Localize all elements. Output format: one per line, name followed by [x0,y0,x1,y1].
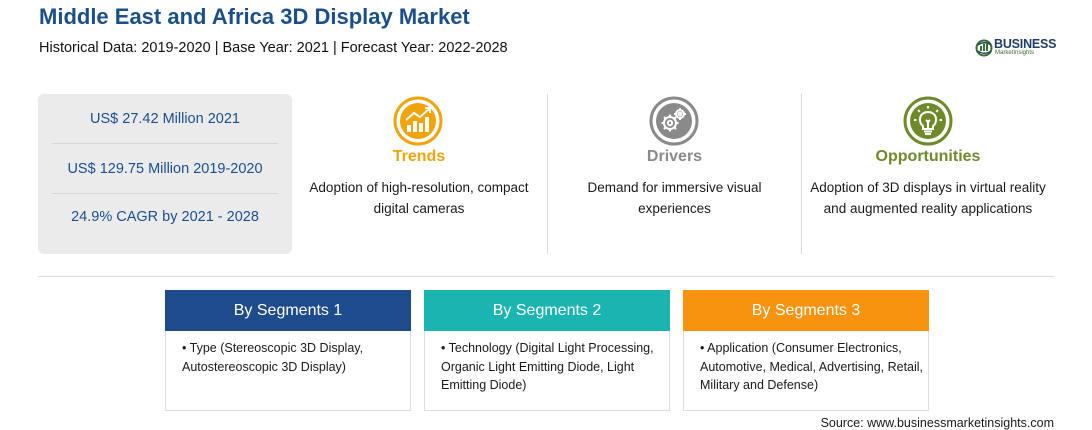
trends-description: Adoption of high-resolution, compact dig… [309,180,529,216]
market-stats-panel: US$ 27.42 Million 2021 US$ 129.75 Millio… [38,94,292,254]
trending-chart-icon [393,96,443,146]
gears-icon [649,96,699,146]
segment-card-3: By Segments 3 • Application (Consumer El… [683,290,929,411]
drivers-heading: Drivers [646,148,703,165]
logo-tagline: MarketInsights [995,50,1035,56]
drivers-description: Demand for immersive visual experiences [587,180,762,216]
trends-heading: Trends [392,148,446,165]
logo-name: BUSINESS [994,37,1057,51]
page-subtitle: Historical Data: 2019-2020 | Base Year: … [39,40,508,56]
segment-card-2: By Segments 2 • Technology (Digital Ligh… [424,290,670,411]
segment-3-header: By Segments 3 [683,290,929,331]
column-divider [547,94,548,254]
segment-card-1: By Segments 1 • Type (Stereoscopic 3D Di… [165,290,411,411]
business-market-insights-logo: BUSINESS MarketInsights [975,36,1065,60]
source-note: Source: www.businessmarketinsights.com [820,416,1054,430]
globe-logo-icon [975,39,993,57]
stat-divider [52,143,278,144]
segment-3-text: • Application (Consumer Electronics, Aut… [700,341,924,392]
opportunities-column: Opportunities Adoption of 3D displays in… [806,96,1050,254]
trends-column: Trends Adoption of high-resolution, comp… [296,96,542,254]
stat-historical-size: US$ 129.75 Million 2019-2020 [67,161,263,177]
stat-divider [52,193,278,194]
segment-2-text: • Technology (Digital Light Processing, … [441,341,654,392]
column-divider [801,94,802,254]
opportunities-heading: Opportunities [875,148,981,165]
drivers-column: Drivers Demand for immersive visual expe… [552,96,797,254]
segment-1-header: By Segments 1 [165,290,411,331]
page-title: Middle East and Africa 3D Display Market [39,4,470,29]
section-divider [38,276,1054,277]
lightbulb-icon [903,96,953,146]
stat-cagr: 24.9% CAGR by 2021 - 2028 [71,209,259,225]
stat-market-size: US$ 27.42 Million 2021 [90,111,240,127]
opportunities-description: Adoption of 3D displays in virtual reali… [810,180,1046,216]
segment-2-header: By Segments 2 [424,290,670,331]
segment-1-text: • Type (Stereoscopic 3D Display, Autoste… [182,341,364,374]
